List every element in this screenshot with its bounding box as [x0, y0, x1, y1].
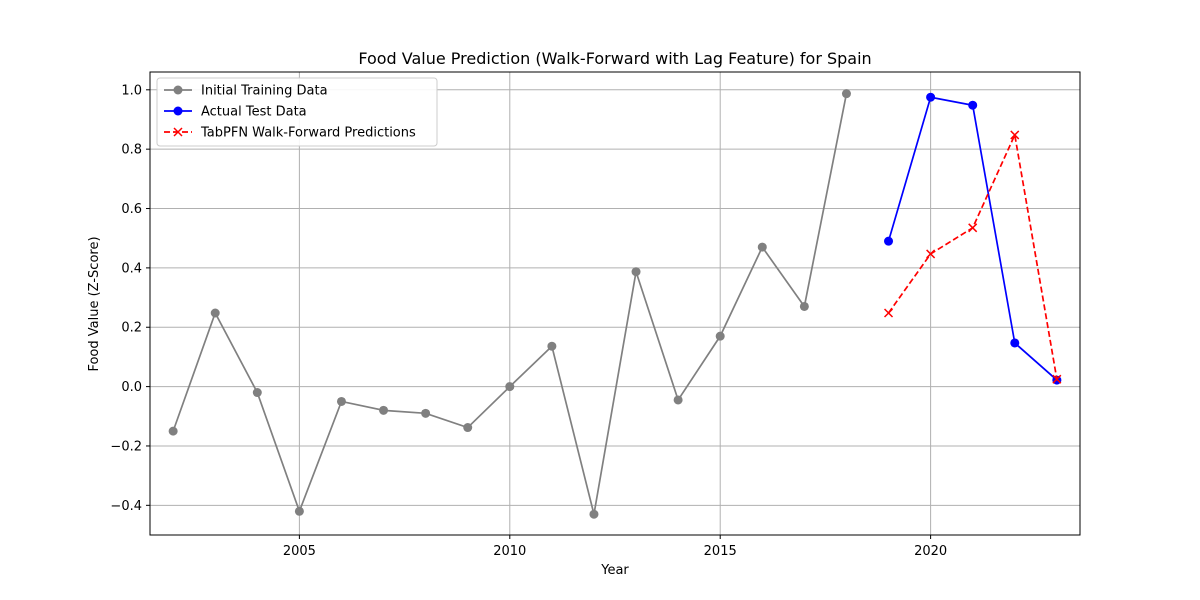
data-point [294, 506, 304, 516]
y-tick-label: 0.0 [121, 380, 142, 395]
y-axis-label: Food Value (Z-Score) [87, 236, 102, 371]
plot-series [168, 89, 1062, 519]
data-point [631, 267, 641, 277]
axes-frame [149, 71, 1081, 536]
series-line [887, 132, 1058, 380]
x-axis-label: Year [600, 563, 629, 578]
legend-item: Actual Test Data [164, 105, 307, 120]
legend-label: TabPFN Walk-Forward Predictions [200, 126, 416, 141]
series-line [887, 96, 1058, 381]
data-point [210, 308, 220, 318]
data-point [336, 396, 346, 406]
data-point [463, 423, 473, 433]
y-tick-label: −0.4 [110, 499, 142, 514]
chart-title: Food Value Prediction (Walk-Forward with… [358, 49, 871, 68]
legend: Initial Training Data Actual Test Data Tab… [156, 77, 438, 147]
data-point [926, 92, 936, 102]
x-tick-label: 2010 [493, 544, 526, 559]
data-point [173, 85, 183, 95]
data-point [715, 331, 725, 341]
y-tick-label: −0.2 [110, 439, 142, 454]
data-point [841, 89, 851, 99]
data-point [968, 100, 978, 110]
data-point [547, 341, 557, 351]
data-point [173, 106, 183, 116]
data-point [421, 408, 431, 418]
legend-box [156, 77, 438, 147]
data-point [589, 509, 599, 519]
legend-label: Initial Training Data [201, 84, 328, 99]
y-tick-label: 0.8 [121, 143, 142, 158]
data-point-x-marker [1052, 374, 1062, 384]
data-point-x-marker [968, 223, 978, 233]
data-point [379, 405, 389, 415]
legend-item: TabPFN Walk-Forward Predictions [164, 126, 416, 141]
y-tick-label: 0.2 [121, 321, 142, 336]
data-point [884, 236, 894, 246]
data-point [799, 301, 809, 311]
data-point-x-marker [883, 308, 894, 318]
series-actual-test-data [884, 92, 1062, 385]
y-tick-label: 0.4 [121, 261, 142, 276]
data-point [1010, 338, 1020, 348]
data-point-x-marker [173, 127, 183, 137]
data-point [673, 395, 683, 405]
data-point [505, 382, 515, 392]
y-tick-label: 1.0 [121, 83, 142, 98]
data-point-x-marker [926, 249, 936, 259]
x-tick-label: 2005 [283, 544, 316, 559]
legend-label: Actual Test Data [201, 105, 307, 120]
series-initial-training-data [168, 89, 851, 519]
x-tick-label: 2020 [914, 544, 947, 559]
x-tick-label: 2015 [704, 544, 737, 559]
data-point [757, 242, 767, 252]
data-point-x-marker [1010, 130, 1020, 140]
y-tick-label: 0.6 [121, 202, 142, 217]
legend-item: Initial Training Data [164, 84, 328, 99]
series-tabpfn-walk-forward-predictions [883, 130, 1062, 384]
data-point [168, 426, 178, 436]
axis-ticks: 2005 2010 2015 2020 −0.4 −0.2 0.0 0.2 0.4 0.6 0.8 1… [110, 83, 947, 559]
data-point [252, 388, 262, 398]
